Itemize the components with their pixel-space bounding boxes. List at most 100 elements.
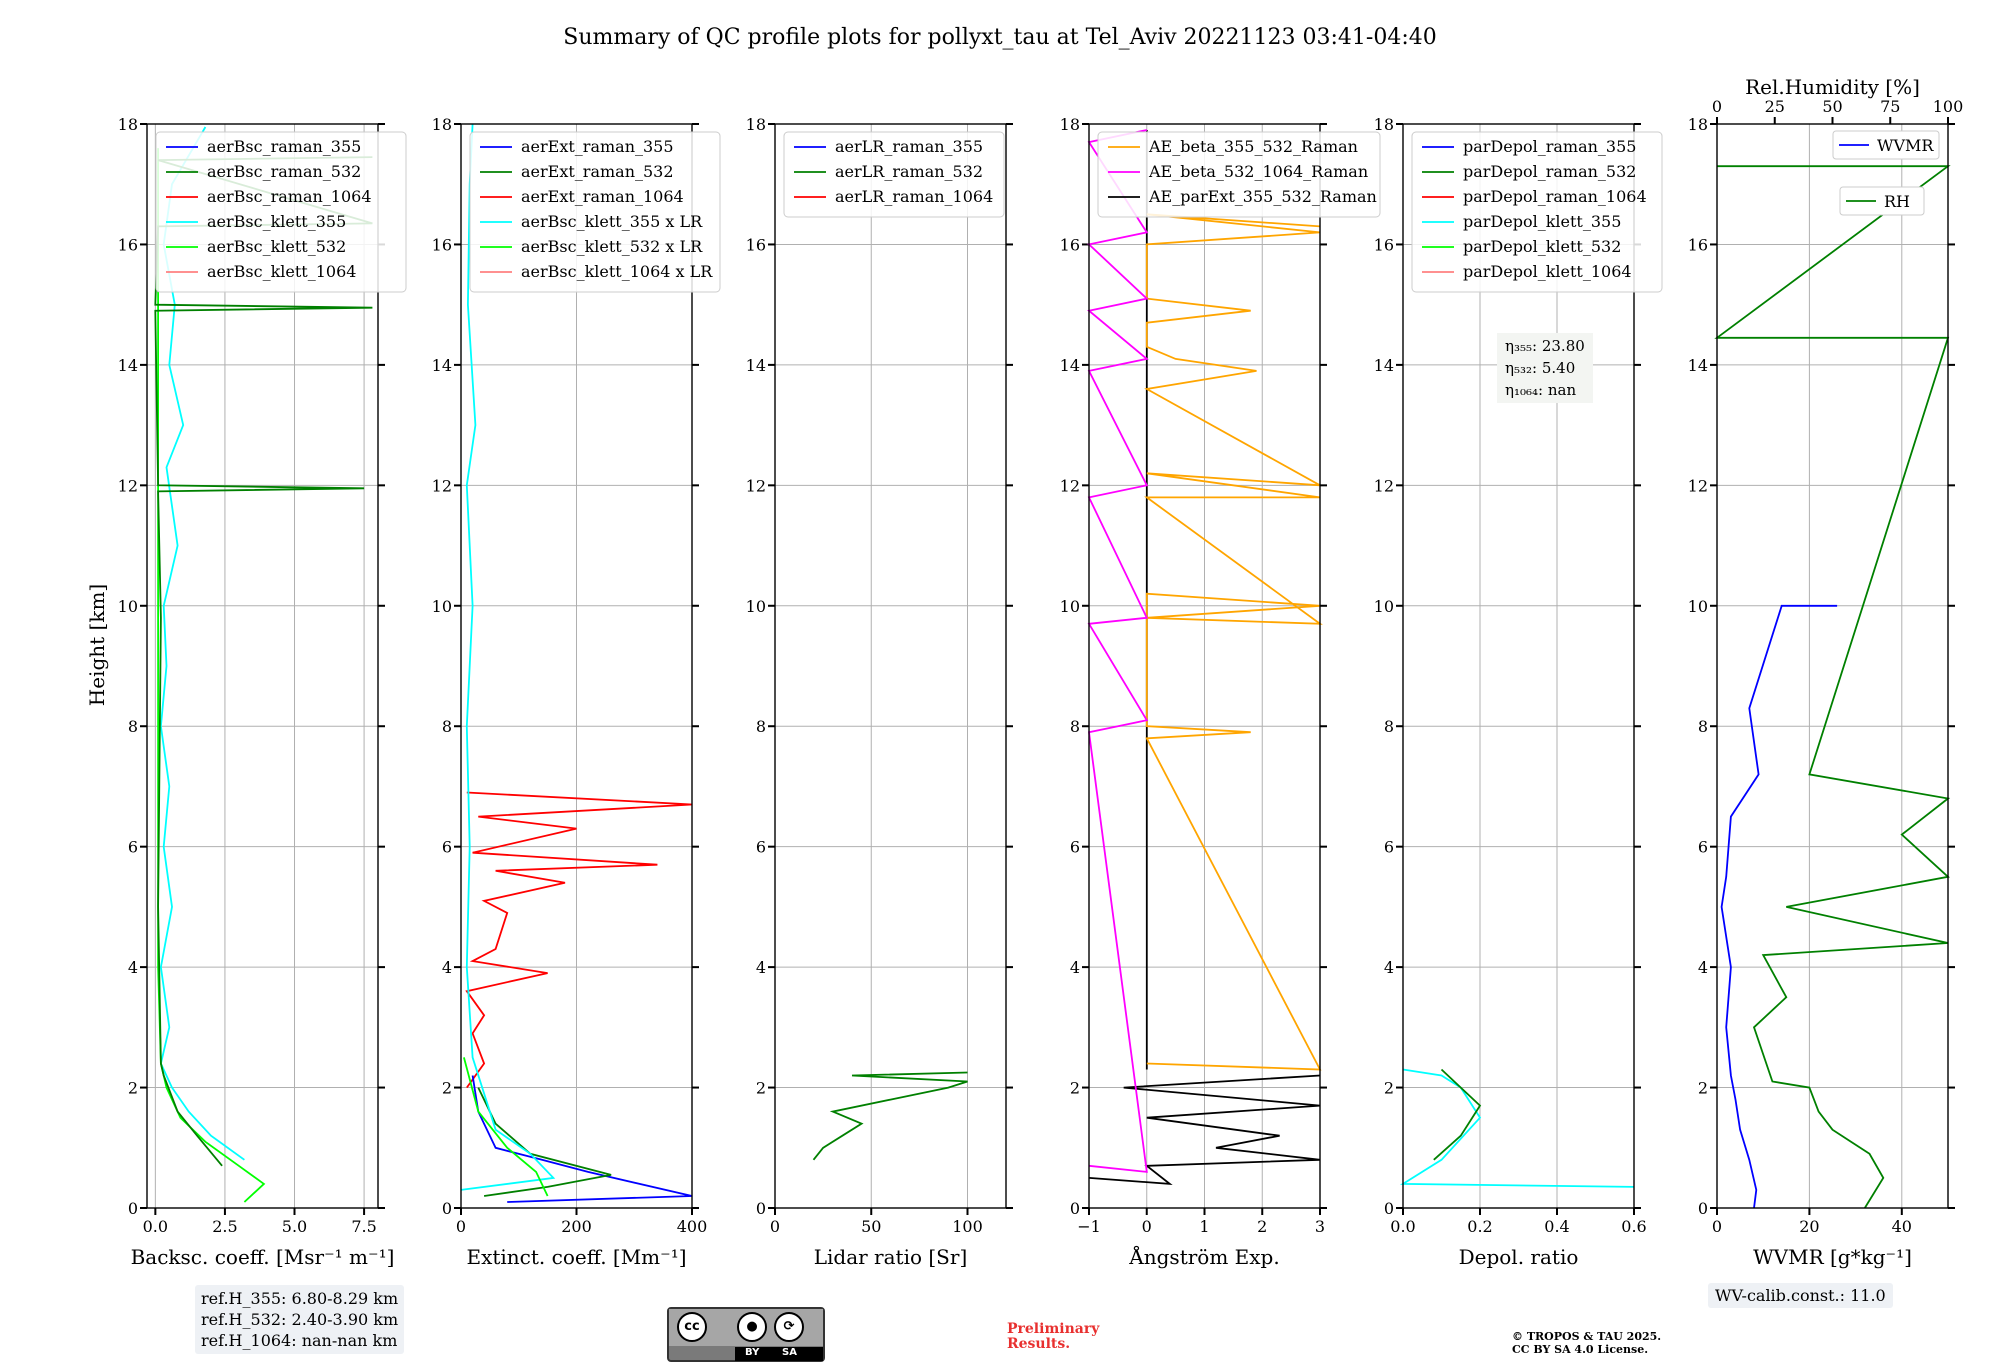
legend-label: aerBsc_klett_1064 (207, 262, 356, 281)
series-line (159, 126, 245, 1161)
legend-label: aerBsc_raman_532 (207, 162, 361, 181)
preliminary-note: Preliminary Results. (1007, 1322, 1099, 1352)
plot-frame (1402, 123, 1635, 1209)
y-tick-label: 8 (128, 717, 138, 736)
y-tick-label: 16 (432, 235, 452, 254)
legend-label: aerLR_raman_532 (835, 162, 983, 181)
y-tick-label: 4 (756, 958, 766, 977)
cc-license-badge: cc ● ⟳ BY SA (667, 1307, 825, 1362)
y-tick-label: 10 (746, 597, 766, 616)
series-line (154, 156, 373, 1167)
share-alike-icon: ⟳ (774, 1312, 804, 1342)
y-tick-label: 6 (1384, 838, 1394, 857)
legend-label: parDepol_klett_1064 (1463, 262, 1632, 281)
y-tick-label: 16 (1374, 235, 1394, 254)
series-line (1086, 129, 1149, 1173)
top-axis-label: Rel.Humidity [%] (1745, 75, 1920, 99)
chart-panel-3: 0 2 4 6 8 10 12 14 16 18 0 50 100 Lidar ratio [Sr] aer… (746, 115, 1013, 1269)
x-tick-label: 200 (561, 1217, 592, 1236)
x-tick-label: 100 (952, 1217, 983, 1236)
legend-label: RH (1884, 192, 1910, 211)
license-sa-label: SA (782, 1347, 797, 1358)
ref-height-532: ref.H_532: 2.40-3.90 km (201, 1310, 399, 1329)
y-tick-label: 10 (432, 597, 452, 616)
y-tick-label: 12 (1688, 476, 1708, 495)
x-tick-label: 0 (1712, 1217, 1722, 1236)
x-tick-label: 50 (861, 1217, 881, 1236)
y-tick-label: 16 (1060, 235, 1080, 254)
legend-label: parDepol_raman_532 (1463, 162, 1636, 181)
eta-1064: η₁₀₆₄: nan (1505, 381, 1577, 399)
series-line (465, 791, 693, 1089)
x-tick-label: 7.5 (351, 1217, 376, 1236)
y-tick-label: 4 (442, 958, 452, 977)
license-by-label: BY (745, 1347, 760, 1358)
y-tick-label: 14 (1688, 356, 1708, 375)
x-tick-label: 0 (1142, 1217, 1152, 1236)
y-tick-label: 10 (1688, 597, 1708, 616)
legend-label: aerBsc_klett_1064 x LR (521, 262, 713, 281)
y-tick-label: 8 (1384, 717, 1394, 736)
y-tick-label: 2 (1070, 1079, 1080, 1098)
y-tick-label: 10 (118, 597, 138, 616)
chart-panel-2: 0 2 4 6 8 10 12 14 16 18 0 200 400 Extinct. coeff. [M… (432, 115, 721, 1269)
legend-box (155, 131, 407, 293)
legend-label: aerBsc_klett_532 x LR (521, 237, 703, 256)
preliminary-line-1: Preliminary (1007, 1321, 1100, 1337)
eta-box: η₃₅₅: 23.80 η₅₃₂: 5.40 η₁₀₆₄: nan (1497, 333, 1593, 403)
person-icon: ● (737, 1312, 767, 1342)
x-tick-label: 5.0 (282, 1217, 307, 1236)
legend-label: parDepol_klett_355 (1463, 212, 1621, 231)
x-tick-label: 20 (1799, 1217, 1819, 1236)
eta-355: η₃₅₅: 23.80 (1505, 337, 1585, 355)
series-line (471, 1075, 693, 1203)
y-tick-label: 8 (756, 717, 766, 736)
y-tick-label: 6 (442, 838, 452, 857)
legend-label: parDepol_raman_355 (1463, 137, 1636, 156)
preliminary-line-2: Results. (1007, 1336, 1071, 1352)
cc-icon: cc (677, 1312, 707, 1342)
y-tick-label: 0 (1070, 1199, 1080, 1218)
series-line (1088, 1074, 1321, 1186)
series-line (1433, 1068, 1482, 1161)
y-tick-label: 2 (1698, 1079, 1708, 1098)
legend-label: aerLR_raman_1064 (835, 187, 993, 206)
y-tick-label: 14 (1374, 356, 1394, 375)
y-tick-label: 0 (1698, 1199, 1708, 1218)
y-tick-label: 8 (442, 717, 452, 736)
reference-heights-box: ref.H_355: 6.80-8.29 km ref.H_532: 2.40-… (195, 1285, 405, 1354)
legend-label: aerLR_raman_355 (835, 137, 983, 156)
x-tick-label: 0.2 (1467, 1217, 1492, 1236)
legend-label: aerExt_raman_532 (521, 162, 674, 181)
y-tick-label: 16 (746, 235, 766, 254)
wv-calib-box: WV-calib.const.: 11.0 (1708, 1283, 1893, 1308)
x-tick-label: 0.0 (1390, 1217, 1415, 1236)
y-tick-label: 4 (128, 958, 138, 977)
legend-box (1411, 131, 1663, 293)
y-tick-label: 12 (432, 476, 452, 495)
series-line (812, 1071, 968, 1161)
legend-label: parDepol_raman_1064 (1463, 187, 1647, 206)
y-tick-label: 14 (1060, 356, 1080, 375)
series-line (1720, 604, 1838, 1209)
y-tick-label: 4 (1698, 958, 1708, 977)
legend-label: AE_parExt_355_532_Raman (1148, 187, 1377, 206)
y-tick-label: 4 (1384, 958, 1394, 977)
y-tick-label: 0 (1384, 1199, 1394, 1218)
legend-label: aerBsc_klett_532 (207, 237, 346, 256)
x-axis-label: Depol. ratio (1459, 1245, 1579, 1269)
y-tick-label: 6 (756, 838, 766, 857)
x-axis-label: Backsc. coeff. [Msr⁻¹ m⁻¹] (131, 1245, 395, 1269)
legend-box (1839, 186, 1925, 216)
legend-label: aerBsc_klett_355 (207, 212, 346, 231)
legend-label: parDepol_klett_532 (1463, 237, 1621, 256)
x-tick-label: 2.5 (212, 1217, 237, 1236)
eta-532: η₅₃₂: 5.40 (1505, 359, 1576, 377)
x-tick-label: 0.0 (143, 1217, 168, 1236)
y-tick-label: 16 (1688, 235, 1708, 254)
y-tick-label: 12 (746, 476, 766, 495)
y-tick-label: 0 (442, 1199, 452, 1218)
legend-label: aerExt_raman_1064 (521, 187, 684, 206)
y-tick-label: 14 (118, 356, 138, 375)
